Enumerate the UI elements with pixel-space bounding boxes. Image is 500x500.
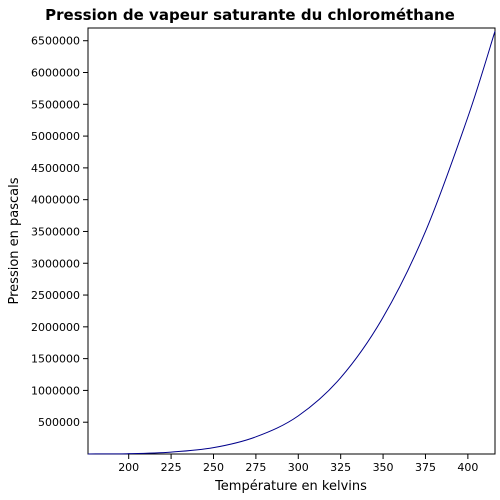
y-tick-label: 500000 [38,416,80,429]
y-tick-label: 6000000 [31,67,80,80]
y-axis-label: Pression en pascals [7,177,22,304]
x-axis-ticks: 200 225 250 275 300 325 350 375 400 [118,454,478,474]
x-tick-label: 400 [457,461,478,474]
y-tick-label: 3500000 [31,225,80,238]
y-tick-label: 5000000 [31,130,80,143]
y-tick-label: 4500000 [31,162,80,175]
x-axis-label: Température en kelvins [214,479,367,494]
y-tick-label: 3000000 [31,257,80,270]
y-tick-label: 4000000 [31,194,80,207]
x-tick-label: 225 [161,461,182,474]
vapor-pressure-curve [87,31,496,455]
x-tick-label: 375 [415,461,436,474]
y-axis-ticks: 500000 1000000 1500000 2000000 2500000 300000… [31,35,88,429]
x-tick-label: 300 [288,461,309,474]
y-tick-label: 1500000 [31,353,80,366]
x-tick-label: 250 [203,461,224,474]
y-tick-label: 5500000 [31,98,80,111]
x-tick-label: 275 [245,461,266,474]
y-tick-label: 1000000 [31,384,80,397]
y-tick-label: 6500000 [31,35,80,48]
chart-title: Pression de vapeur saturante du chloromé… [45,6,455,24]
series-layer [87,31,496,455]
x-tick-label: 350 [373,461,394,474]
y-tick-label: 2500000 [31,289,80,302]
y-tick-label: 2000000 [31,321,80,334]
x-tick-label: 200 [118,461,139,474]
x-tick-label: 325 [330,461,351,474]
plot-area-frame [87,27,496,455]
